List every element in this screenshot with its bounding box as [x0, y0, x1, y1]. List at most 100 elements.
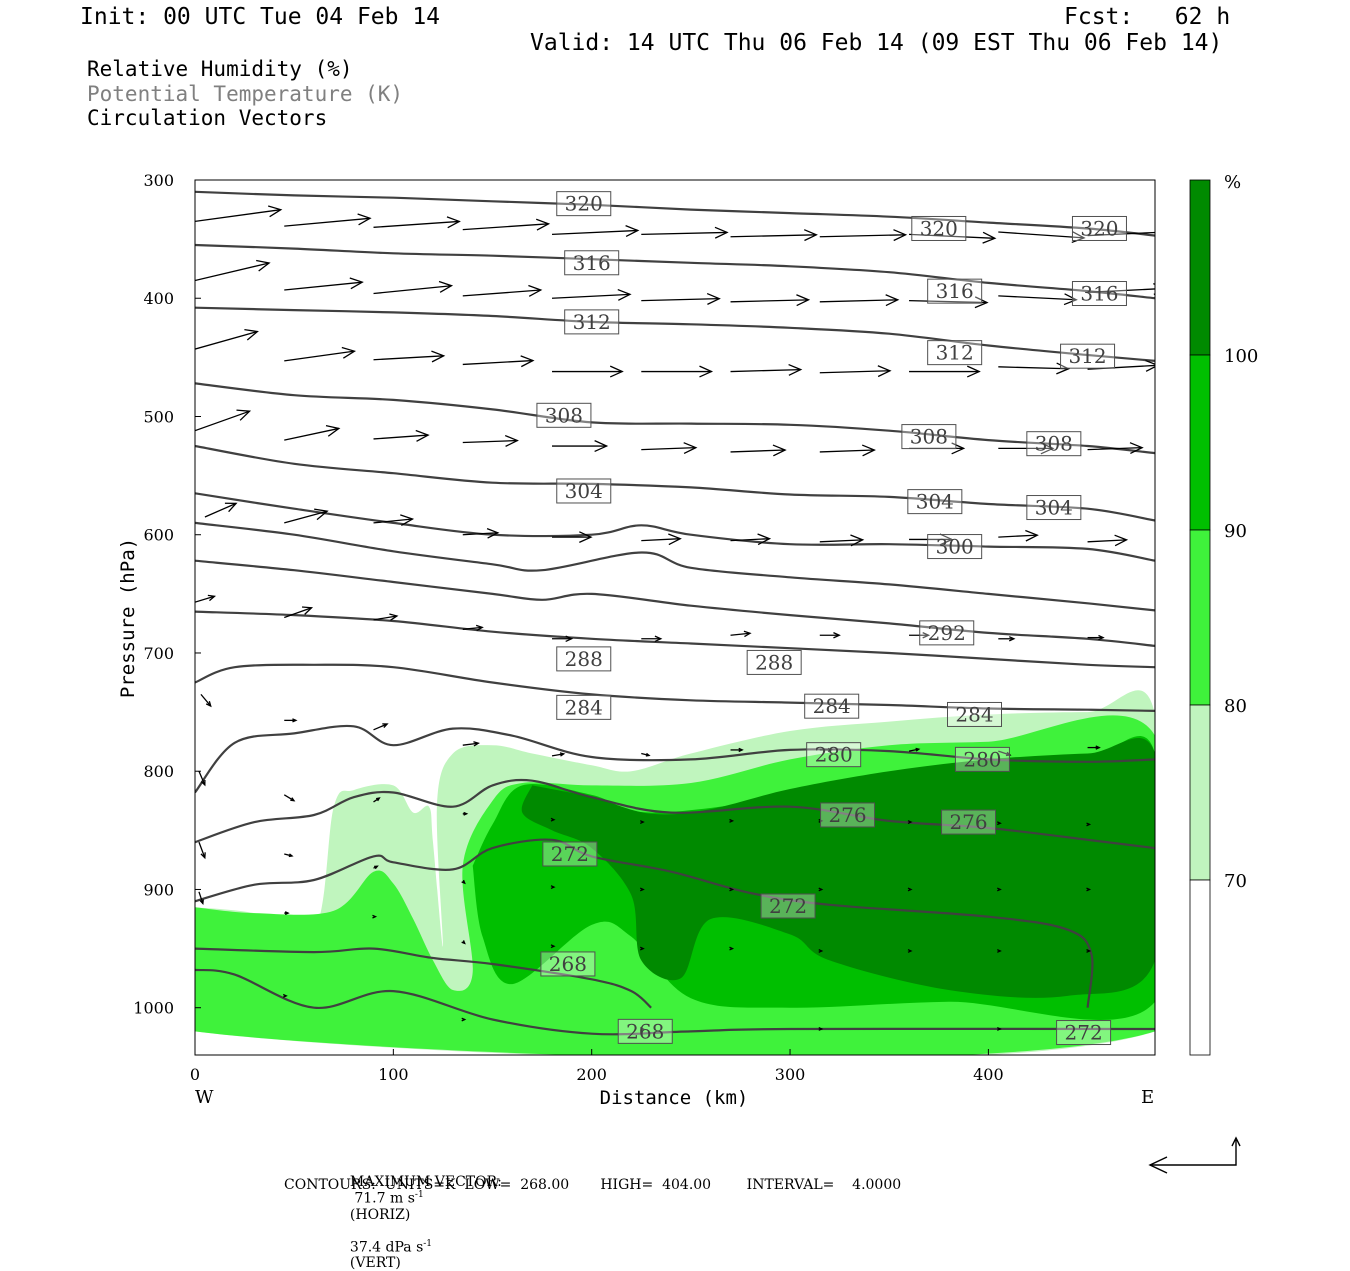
theta-label: 320: [556, 191, 612, 217]
vector-shaft: [551, 753, 564, 757]
theta-label-text: 300: [936, 535, 974, 559]
vector-head: [389, 613, 399, 621]
vector-arrow: [907, 949, 913, 953]
vector-head: [415, 429, 430, 442]
vector-shaft: [284, 217, 371, 227]
y-tick-label: 1000: [133, 999, 174, 1018]
vector-arrow: [641, 365, 714, 378]
theta-label-text: 320: [920, 216, 958, 240]
theta-label: 276: [941, 809, 997, 835]
vector-arrow: [461, 879, 466, 885]
theta-label-box: [746, 649, 802, 675]
vector-head: [729, 887, 735, 892]
vector-arrow: [284, 911, 290, 916]
vector-head: [461, 879, 466, 885]
vector-head: [850, 534, 865, 547]
vector-shaft: [373, 615, 398, 621]
vector-head: [520, 355, 535, 368]
vector-shaft: [641, 446, 696, 451]
vector-arrow: [551, 225, 640, 238]
theta-contour-276: [195, 778, 1155, 850]
vector-shaft: [373, 355, 444, 361]
vector-head: [1145, 359, 1155, 372]
vector-head: [446, 216, 461, 229]
colorbar-label: 80: [1224, 696, 1247, 717]
theta-label: 272: [542, 841, 598, 867]
vector-head: [907, 887, 913, 892]
vector-shaft: [195, 330, 258, 350]
theta-label-text: 288: [565, 647, 603, 671]
vector-head: [639, 1027, 645, 1031]
vector-arrow: [819, 229, 908, 242]
vector-head: [207, 594, 217, 602]
vector-head: [818, 949, 824, 953]
theta-label-box: [911, 215, 967, 241]
vector-head: [376, 797, 381, 802]
theta-label-box: [1056, 1020, 1112, 1046]
vector-arrow: [909, 231, 997, 244]
vector-head: [1063, 293, 1078, 306]
theta-label-text: 284: [955, 702, 993, 726]
theta-label: 308: [536, 402, 592, 428]
theta-label: 268: [540, 951, 596, 977]
theta-label: 320: [911, 215, 967, 241]
east-label: E: [1141, 1087, 1154, 1108]
field-vectors: Circulation Vectors: [87, 106, 328, 130]
theta-label: 292: [919, 620, 975, 646]
vector-arrow: [195, 259, 271, 282]
vector-head: [382, 723, 389, 729]
vector-arrow: [462, 434, 519, 447]
theta-label: 280: [954, 746, 1010, 772]
vector-head: [1086, 822, 1092, 827]
vector-arrow: [729, 946, 735, 951]
theta-label-box: [556, 478, 612, 504]
vector-arrow: [461, 940, 466, 945]
theta-label: 276: [820, 802, 876, 828]
theta-label: 268: [617, 1018, 673, 1044]
vector-arrow: [550, 944, 556, 949]
vector-head: [565, 635, 574, 643]
vector-head: [639, 946, 645, 951]
vector-arrow: [641, 442, 698, 455]
axes: 300 400 500 600 700 800 900 1000 0 100 200 300 400: [133, 171, 1003, 1084]
vector-head: [349, 277, 364, 290]
vector-head: [996, 821, 1002, 826]
vector-arrow: [996, 821, 1002, 826]
west-label: W: [195, 1087, 214, 1108]
vector-arrow: [819, 534, 865, 547]
vector-head: [301, 606, 314, 615]
vector-arrow: [909, 632, 931, 639]
vector-head: [236, 409, 252, 421]
vector-shaft: [198, 841, 206, 858]
vector-head: [205, 701, 212, 708]
theta-label-box: [1071, 281, 1127, 307]
vector-head: [1086, 949, 1092, 953]
x-tick-label: 100: [378, 1065, 409, 1084]
vector-arrow: [195, 205, 283, 223]
y-tick-label: 600: [143, 526, 174, 545]
vector-head: [877, 365, 892, 378]
theta-label-box: [927, 340, 983, 366]
colorbar-swatch: [1189, 354, 1211, 531]
vector-arrow: [1087, 745, 1101, 750]
vector-arrow: [730, 444, 787, 457]
theta-contours: [195, 190, 1155, 1036]
x-tick-label: 0: [190, 1065, 200, 1084]
theta-label-box: [617, 1018, 673, 1044]
vector-head: [528, 284, 543, 297]
theta-contour-316: [195, 243, 1155, 300]
vector-arrow: [195, 594, 217, 603]
theta-label-box: [556, 694, 612, 720]
vert-tag: (VERT): [349, 1255, 401, 1271]
vector-shaft: [730, 368, 801, 373]
vector-shaft: [283, 794, 295, 802]
vector-shaft: [373, 434, 429, 440]
theta-label-box: [1026, 495, 1082, 521]
vector-head: [609, 365, 624, 378]
vector-head: [357, 213, 372, 226]
theta-contour-320: [195, 190, 1155, 237]
vector-arrow: [641, 533, 682, 546]
theta-label: 316: [1071, 281, 1127, 307]
vector-arrow: [195, 409, 252, 432]
vector-head: [796, 294, 811, 307]
